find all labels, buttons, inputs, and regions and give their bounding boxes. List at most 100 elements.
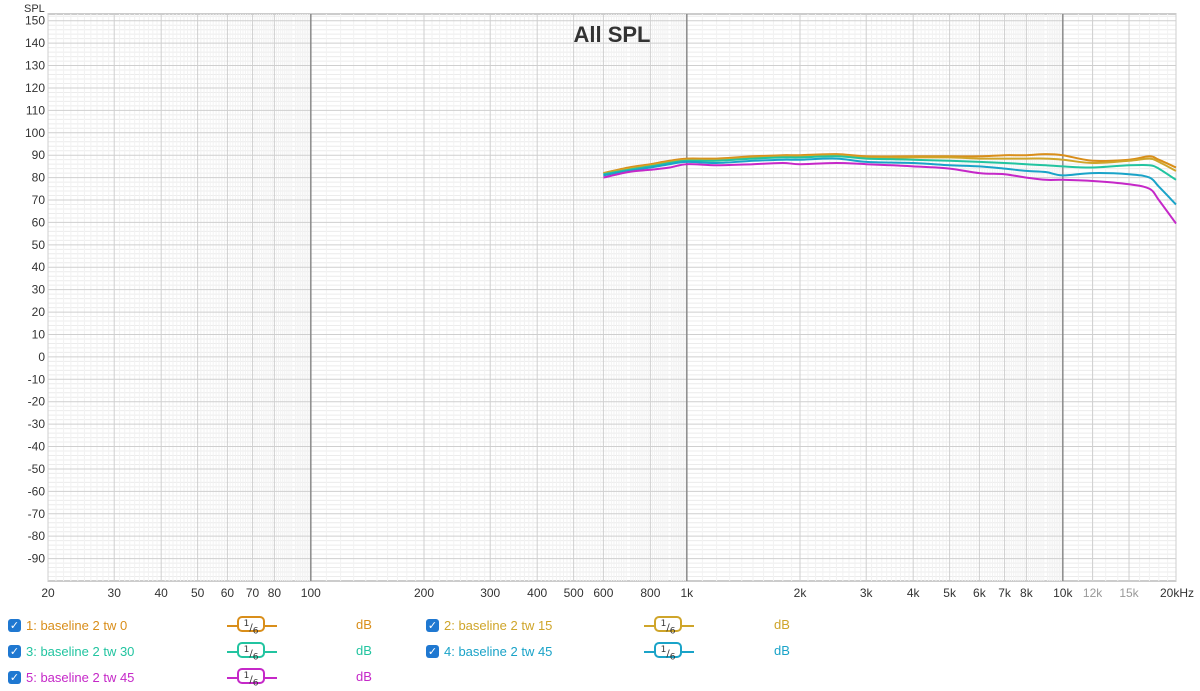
smoothing-label: 1/6: [654, 616, 682, 636]
y-tick-label: 80: [32, 171, 46, 185]
x-tick-label: 500: [564, 586, 584, 600]
y-tick-label: 120: [25, 81, 45, 95]
legend-item[interactable]: ✓ 5: baseline 2 tw 45: [8, 667, 134, 687]
series-checkbox[interactable]: ✓: [8, 618, 21, 632]
smoothing-slash: /: [666, 648, 670, 660]
smoothing-denominator: 6: [252, 678, 259, 689]
y-tick-label: -90: [28, 552, 46, 566]
x-tick-label: 20: [41, 586, 55, 600]
legend-item[interactable]: ✓ 4: baseline 2 tw 45: [426, 641, 552, 661]
x-tick-label: 15k: [1119, 586, 1139, 600]
smoothing-button[interactable]: 1/6: [227, 641, 277, 663]
unit-label: dB: [774, 643, 790, 658]
x-tick-label: 800: [640, 586, 660, 600]
x-tick-label: 2k: [794, 586, 808, 600]
x-tick-label: 10k: [1053, 586, 1073, 600]
unit-label: dB: [774, 617, 790, 632]
y-tick-label: 30: [32, 283, 46, 297]
x-tick-label: 100: [301, 586, 321, 600]
unit-label: dB: [356, 617, 372, 632]
y-tick-label: -70: [28, 507, 46, 521]
y-tick-label: -80: [28, 529, 46, 543]
legend-item[interactable]: ✓ 1: baseline 2 tw 0: [8, 615, 127, 635]
legend-label: 3: baseline 2 tw 30: [26, 643, 135, 659]
unit-label: dB: [356, 643, 372, 658]
x-tick-label: 1k: [680, 586, 694, 600]
y-tick-label: 70: [32, 193, 46, 207]
x-tick-label: 40: [155, 586, 169, 600]
x-tick-label: 3k: [860, 586, 874, 600]
x-tick-label: 6k: [973, 586, 987, 600]
series-line-5: [603, 161, 1177, 225]
spl-chart: 1501401301201101009080706050403020100-10…: [24, 3, 1194, 600]
x-tick-label: 20kHz: [1160, 586, 1194, 600]
x-tick-label: 7k: [998, 586, 1012, 600]
x-tick-label: 5k: [943, 586, 957, 600]
y-axis-label: SPL: [24, 3, 45, 15]
smoothing-button[interactable]: 1/6: [644, 615, 694, 636]
smoothing-denominator: 6: [669, 626, 676, 637]
smoothing-numerator: 1: [243, 671, 250, 681]
y-tick-label: 40: [32, 260, 46, 274]
chart-title: All SPL: [573, 22, 650, 47]
smoothing-button[interactable]: 1/6: [227, 615, 277, 636]
legend-item[interactable]: ✓ 2: baseline 2 tw 15: [426, 615, 552, 635]
x-tick-label: 400: [527, 586, 547, 600]
x-tick-label: 4k: [907, 586, 921, 600]
y-tick-label: 50: [32, 238, 46, 252]
x-tick-label: 12k: [1083, 586, 1103, 600]
x-tick-label: 50: [191, 586, 205, 600]
x-tick-label: 300: [480, 586, 500, 600]
smoothing-button[interactable]: 1/6: [644, 641, 694, 662]
series-line-3: [603, 155, 1177, 181]
x-tick-label: 70: [246, 586, 260, 600]
smoothing-denominator: 6: [252, 652, 259, 663]
series-line-4: [603, 157, 1177, 206]
smoothing-denominator: 6: [669, 652, 676, 663]
y-tick-label: -60: [28, 484, 46, 498]
legend-item[interactable]: ✓ 3: baseline 2 tw 30: [8, 641, 134, 661]
smoothing-denominator: 6: [252, 626, 259, 637]
unit-label: dB: [356, 669, 372, 684]
smoothing-button[interactable]: 1/6: [227, 667, 277, 688]
y-tick-label: -40: [28, 440, 46, 454]
y-tick-label: -30: [28, 417, 46, 431]
y-tick-label: 130: [25, 59, 45, 73]
y-tick-label: 60: [32, 215, 46, 229]
x-tick-label: 30: [108, 586, 122, 600]
series-checkbox[interactable]: ✓: [8, 644, 21, 658]
smoothing-label: 1/6: [237, 616, 265, 636]
y-tick-label: -50: [28, 462, 46, 476]
y-tick-label: 100: [25, 126, 45, 140]
series-checkbox[interactable]: ✓: [426, 618, 439, 632]
smoothing-label: 1/6: [654, 642, 682, 662]
series-checkbox[interactable]: ✓: [8, 670, 21, 684]
y-tick-label: 20: [32, 305, 46, 319]
legend-label: 1: baseline 2 tw 0: [26, 617, 128, 633]
legend-label: 4: baseline 2 tw 45: [444, 643, 553, 659]
y-tick-label: -10: [28, 372, 46, 386]
legend-label: 5: baseline 2 tw 45: [26, 669, 135, 685]
smoothing-slash: /: [249, 622, 253, 634]
x-tick-label: 60: [221, 586, 235, 600]
legend-label: 2: baseline 2 tw 15: [444, 617, 553, 633]
y-tick-label: 150: [25, 14, 45, 28]
series-line-1: [603, 153, 1177, 175]
y-tick-label: 0: [38, 350, 45, 364]
x-tick-label: 600: [593, 586, 613, 600]
series-checkbox[interactable]: ✓: [426, 644, 439, 658]
y-tick-label: 110: [26, 103, 45, 117]
x-tick-label: 80: [268, 586, 282, 600]
smoothing-numerator: 1: [660, 619, 667, 629]
smoothing-slash: /: [666, 622, 670, 634]
y-tick-label: 10: [32, 327, 46, 341]
smoothing-numerator: 1: [243, 645, 250, 655]
y-tick-label: 90: [32, 148, 46, 162]
smoothing-slash: /: [249, 648, 253, 660]
smoothing-label: 1/6: [237, 668, 265, 688]
series-line-2: [603, 154, 1177, 175]
legend: ✓ 1: baseline 2 tw 0 1/6 dB ✓ 2: baseline 2 t…: [0, 612, 1200, 688]
smoothing-slash: /: [249, 674, 253, 686]
smoothing-numerator: 1: [243, 619, 250, 629]
y-tick-label: -20: [28, 395, 46, 409]
